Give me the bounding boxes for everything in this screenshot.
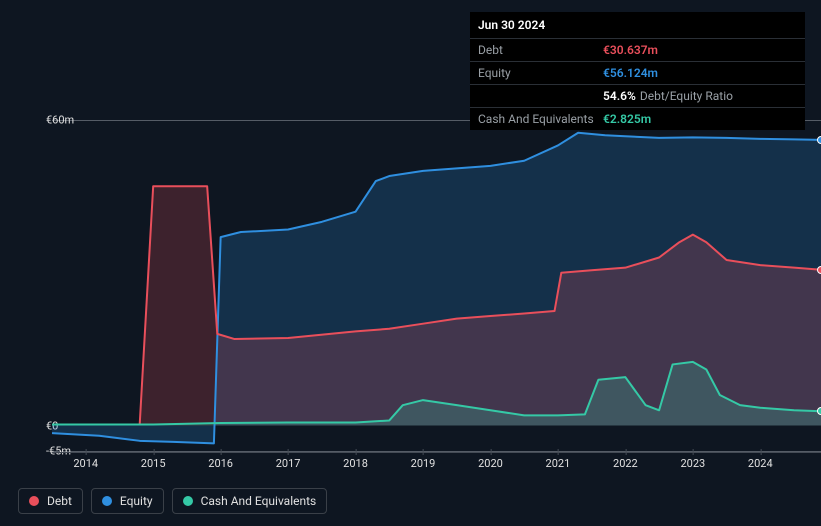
- series-end-dot: [817, 407, 821, 415]
- tooltip-row-suffix: Debt/Equity Ratio: [640, 89, 733, 103]
- x-axis-label: 2018: [343, 457, 368, 470]
- series-end-dot: [817, 136, 821, 144]
- tooltip-row: 54.6%Debt/Equity Ratio: [470, 85, 805, 108]
- chart-svg: [52, 120, 821, 451]
- legend-swatch: [102, 496, 112, 506]
- x-axis-label: 2014: [73, 457, 98, 470]
- chart-plot[interactable]: €60m€0-€5m: [52, 120, 821, 452]
- tooltip-row-label: Debt: [478, 43, 603, 57]
- tooltip-row: Debt€30.637m: [470, 39, 805, 62]
- tooltip-row-label: [478, 89, 603, 103]
- series-end-dot: [817, 266, 821, 274]
- chart-plot-wrap: €60m€0-€5m 20142015201620172018201920202…: [18, 120, 821, 476]
- chart-container: Jun 30 2024 Debt€30.637mEquity€56.124m54…: [0, 0, 821, 526]
- x-axis-label: 2019: [411, 457, 436, 470]
- x-axis-label: 2021: [546, 457, 571, 470]
- x-axis-label: 2023: [680, 457, 705, 470]
- x-axis-label: 2024: [748, 457, 773, 470]
- x-axis-label: 2022: [613, 457, 638, 470]
- legend-item[interactable]: Debt: [18, 488, 83, 514]
- x-axis-label: 2020: [478, 457, 503, 470]
- legend-item[interactable]: Cash And Equivalents: [172, 488, 328, 514]
- legend-swatch: [183, 496, 193, 506]
- tooltip-row-value: €2.825m: [603, 112, 651, 126]
- x-axis-label: 2015: [141, 457, 166, 470]
- tooltip-row-value: €56.124m: [603, 66, 658, 80]
- legend-item[interactable]: Equity: [91, 488, 164, 514]
- x-axis-label: 2017: [276, 457, 301, 470]
- tooltip-row-value: 54.6%Debt/Equity Ratio: [603, 89, 733, 103]
- chart-tooltip: Jun 30 2024 Debt€30.637mEquity€56.124m54…: [470, 12, 805, 130]
- tooltip-row-label: Equity: [478, 66, 603, 80]
- chart-legend: Debt Equity Cash And Equivalents: [18, 488, 327, 514]
- tooltip-row: Cash And Equivalents€2.825m: [470, 108, 805, 130]
- x-axis: 2014 2015 2016 2017 2018 2019 2020 2021 2022 2023…: [52, 452, 821, 476]
- x-axis-label: 2016: [208, 457, 233, 470]
- legend-label: Cash And Equivalents: [201, 494, 317, 508]
- tooltip-title: Jun 30 2024: [470, 12, 805, 39]
- tooltip-row-value: €30.637m: [603, 43, 658, 57]
- tooltip-row: Equity€56.124m: [470, 62, 805, 85]
- tooltip-row-label: Cash And Equivalents: [478, 112, 603, 126]
- legend-swatch: [29, 496, 39, 506]
- legend-label: Equity: [120, 494, 153, 508]
- legend-label: Debt: [47, 494, 72, 508]
